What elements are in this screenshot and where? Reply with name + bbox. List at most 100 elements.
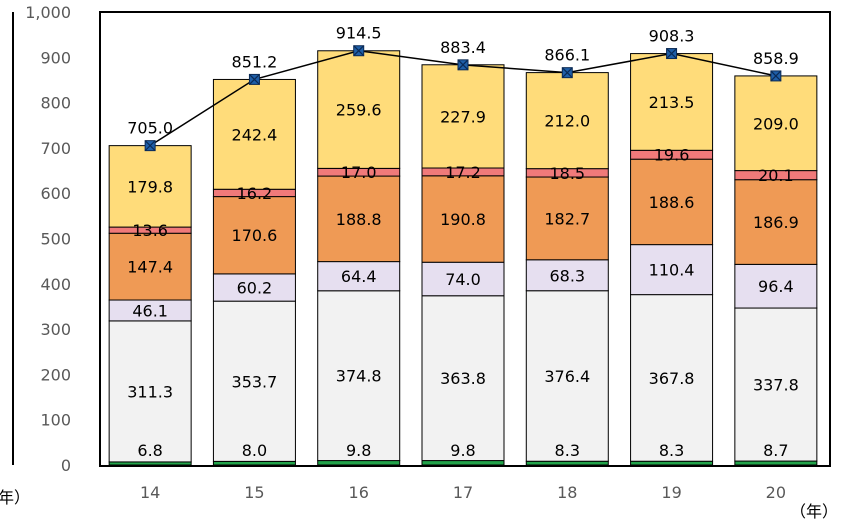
bar-segment <box>630 158 714 246</box>
data-label: 259.6 <box>336 101 382 120</box>
data-label: 16.2 <box>237 184 273 203</box>
bar-segment <box>317 460 401 466</box>
data-label: 242.4 <box>232 125 278 144</box>
total-label: 883.4 <box>440 38 486 57</box>
bar-segment <box>630 294 714 462</box>
bar-segment <box>525 259 609 292</box>
x-tick-label: 16 <box>349 483 369 502</box>
data-label: 110.4 <box>649 261 695 280</box>
data-label: 64.4 <box>341 267 377 286</box>
bar-segment <box>108 320 192 463</box>
data-label: 8.3 <box>555 441 580 460</box>
data-label: 17.2 <box>445 163 481 182</box>
x-tick-label: 14 <box>140 483 160 502</box>
data-label: 212.0 <box>544 112 590 131</box>
data-label: 376.4 <box>544 367 590 386</box>
bar-segment <box>421 295 505 462</box>
data-label: 190.8 <box>440 210 486 229</box>
x-axis-unit-label: （年） <box>790 502 839 521</box>
data-label: 8.7 <box>763 441 788 460</box>
x-axis-ticks: 14 15 16 17 18 19 20 <box>140 483 786 502</box>
data-label: 18.5 <box>549 164 585 183</box>
total-line: 705.0 851.2 914.5 883.4 866.1 908.3 858.9 <box>127 24 799 152</box>
bar-segment <box>734 460 818 466</box>
bar-segment <box>317 50 401 169</box>
bar-segment <box>421 460 505 466</box>
data-label: 367.8 <box>649 369 695 388</box>
y-tick-label: 900 <box>40 48 71 67</box>
y-tick-label: 100 <box>40 411 71 430</box>
bar-segment <box>525 72 609 170</box>
total-label: 914.5 <box>336 24 382 43</box>
y-tick-label: 1,000 <box>25 3 71 22</box>
data-label: 182.7 <box>544 209 590 228</box>
bar-segment <box>421 64 505 169</box>
data-label: 188.6 <box>649 193 695 212</box>
x-tick-label: 15 <box>244 483 264 502</box>
y-tick-label: 300 <box>40 320 71 339</box>
data-label: 227.9 <box>440 107 486 126</box>
data-label: 8.0 <box>242 441 267 460</box>
data-label: 213.5 <box>649 93 695 112</box>
data-label: 311.3 <box>127 382 173 401</box>
total-marker <box>770 70 782 82</box>
bar-segment <box>212 78 296 190</box>
total-label: 908.3 <box>649 27 695 46</box>
data-label: 170.6 <box>232 226 278 245</box>
data-label: 363.8 <box>440 369 486 388</box>
total-label: 866.1 <box>544 46 590 65</box>
data-label: 374.8 <box>336 367 382 386</box>
y-tick-label: 0 <box>61 456 71 475</box>
bar-segment <box>630 460 714 466</box>
bar-segment <box>317 261 401 292</box>
y-tick-label: 600 <box>40 184 71 203</box>
data-label: 17.0 <box>341 163 377 182</box>
total-label: 705.0 <box>127 119 173 138</box>
y-tick-label: 400 <box>40 275 71 294</box>
bar-segment <box>212 300 296 462</box>
total-marker <box>144 140 156 152</box>
total-label: 851.2 <box>232 52 278 71</box>
bar-segment <box>212 196 296 275</box>
bar-segment <box>317 290 401 462</box>
data-label: 337.8 <box>753 376 799 395</box>
bar-segment <box>525 176 609 261</box>
total-marker <box>248 73 260 85</box>
bar-segment <box>212 273 296 302</box>
data-label: 6.8 <box>137 441 162 460</box>
bar-segment <box>108 232 192 301</box>
y-tick-label: 200 <box>40 365 71 384</box>
data-label: 8.3 <box>659 441 684 460</box>
data-label: 147.4 <box>127 258 173 277</box>
data-label: 188.8 <box>336 210 382 229</box>
bar-segment <box>734 75 818 172</box>
bar-segment <box>421 175 505 263</box>
total-marker <box>666 48 678 60</box>
data-label: 60.2 <box>237 279 273 298</box>
x-tick-label: 19 <box>661 483 681 502</box>
data-label: 353.7 <box>232 372 278 391</box>
data-label: 19.6 <box>654 146 690 165</box>
bar-segment <box>421 261 505 297</box>
data-label: 9.8 <box>450 441 475 460</box>
bars: 6.8 311.3 46.1 147.4 13.6 179.8 8.0 353.7 60.2 17… <box>108 50 818 466</box>
bar-segment <box>525 290 609 462</box>
x-tick-label: 18 <box>557 483 577 502</box>
total-marker <box>561 67 573 79</box>
y-tick-label: 700 <box>40 139 71 158</box>
bar-segment <box>108 145 192 228</box>
data-label: 46.1 <box>132 301 168 320</box>
bar-segment <box>734 263 818 309</box>
data-label: 74.0 <box>445 270 481 289</box>
data-label: 96.4 <box>758 277 794 296</box>
y-axis-ticks: 0 100 200 300 400 500 600 700 800 900 1,000 <box>25 3 71 475</box>
left-axis-unit-label: 年） <box>0 488 31 507</box>
bar-segment <box>734 179 818 265</box>
x-tick-label: 20 <box>766 483 786 502</box>
y-tick-label: 500 <box>40 230 71 249</box>
bar-segment <box>525 460 609 466</box>
total-label: 858.9 <box>753 49 799 68</box>
data-label: 209.0 <box>753 114 799 133</box>
data-label: 68.3 <box>549 266 585 285</box>
